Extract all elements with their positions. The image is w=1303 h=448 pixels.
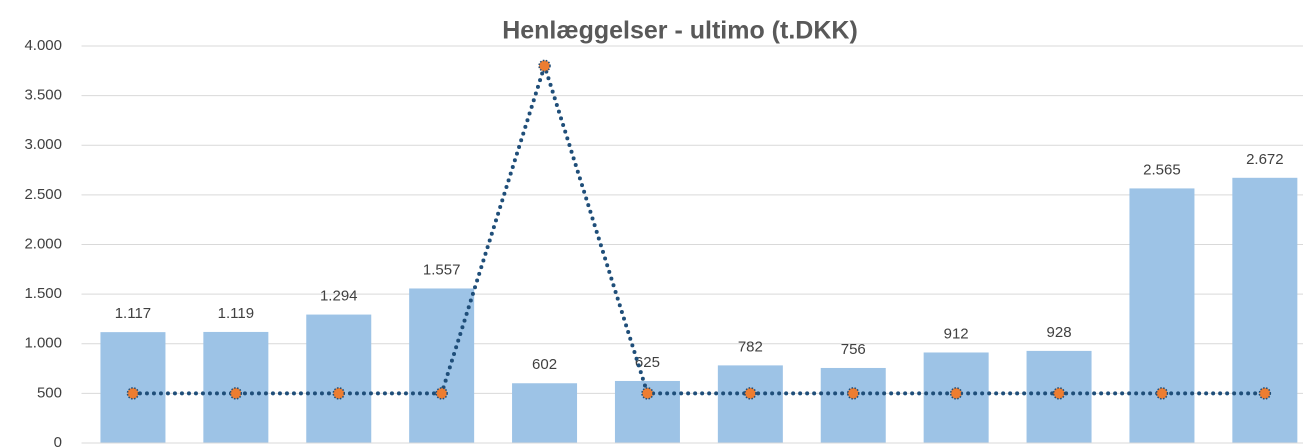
y-tick-label: 0 xyxy=(54,434,62,448)
line-marker xyxy=(1258,387,1272,400)
bar xyxy=(512,383,578,443)
line-marker xyxy=(538,59,551,73)
data-label: 782 xyxy=(738,338,763,355)
y-tick-label: 3.000 xyxy=(24,136,62,153)
y-tick-label: 3.500 xyxy=(24,87,62,104)
line-marker xyxy=(1155,387,1169,400)
data-label: 602 xyxy=(532,356,557,373)
y-tick-label: 500 xyxy=(37,384,62,401)
data-label: 2.565 xyxy=(1143,161,1181,178)
bar xyxy=(306,314,372,443)
bar xyxy=(409,288,475,443)
data-label: 1.557 xyxy=(423,261,461,278)
data-label: 1.117 xyxy=(115,305,151,322)
data-label: 912 xyxy=(944,325,969,342)
y-tick-label: 4.000 xyxy=(24,37,62,54)
data-label: 625 xyxy=(635,354,660,371)
data-label: 928 xyxy=(1047,324,1072,341)
chart-title: Henlæggelser - ultimo (t.DKK) xyxy=(502,17,858,45)
bar xyxy=(717,365,783,443)
line-marker xyxy=(332,387,345,400)
line-marker xyxy=(435,387,448,400)
line-marker xyxy=(1052,387,1066,400)
data-label: 2.672 xyxy=(1246,151,1284,168)
data-label: 1.294 xyxy=(320,288,358,305)
bar xyxy=(820,367,886,443)
line xyxy=(130,59,1267,396)
line-marker xyxy=(847,387,860,400)
data-label: 756 xyxy=(841,341,866,358)
y-tick-label: 1.000 xyxy=(24,335,62,352)
y-tick-label: 2.000 xyxy=(24,235,62,252)
data-label: 1.119 xyxy=(218,305,254,322)
line-marker xyxy=(744,387,757,400)
line-marker xyxy=(949,387,963,400)
bar xyxy=(1129,188,1195,443)
y-tick-label: 1.500 xyxy=(24,285,62,302)
line-marker xyxy=(641,387,654,400)
bar xyxy=(1232,177,1298,443)
line-marker xyxy=(229,387,243,400)
y-tick-label: 2.500 xyxy=(24,186,62,203)
line-marker xyxy=(126,387,140,400)
